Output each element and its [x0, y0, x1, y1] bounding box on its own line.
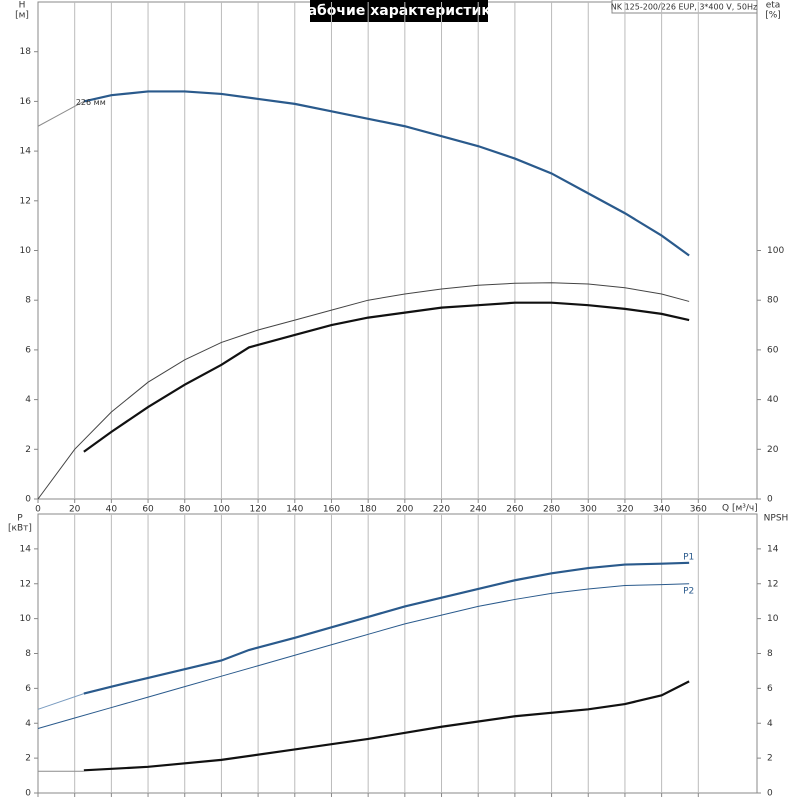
series-line [37, 282, 690, 500]
x-tick-label: 200 [396, 505, 413, 515]
x-tick-label: 260 [506, 505, 523, 515]
series-line [83, 561, 690, 695]
series-line [37, 693, 85, 710]
x-tick-label: 80 [179, 505, 191, 515]
x-tick-label: 100 [213, 505, 230, 515]
x-tick-label: 300 [580, 505, 597, 515]
y-tick-label: 8 [25, 296, 31, 306]
y2-tick-label: 8 [767, 649, 773, 659]
x-tick-label: 180 [360, 505, 377, 515]
x-tick-label: 220 [433, 505, 450, 515]
y2-tick-label: 0 [767, 789, 773, 799]
y2-tick-label: 60 [767, 345, 779, 355]
y-tick-label: 4 [25, 395, 31, 405]
x-tick-label: 160 [323, 505, 340, 515]
y2-tick-label: 10 [767, 614, 779, 624]
y2-axis-label: eta [766, 1, 781, 11]
x-tick-label: 360 [690, 505, 707, 515]
subtitle: NK 125-200/226 EUP, 3*400 V, 50Hz [611, 3, 757, 12]
x-tick-label: 60 [142, 505, 154, 515]
y2-tick-label: 100 [767, 246, 784, 256]
y2-tick-label: 6 [767, 684, 773, 694]
y-tick-label: 18 [20, 47, 32, 57]
y-tick-label: 12 [20, 196, 31, 206]
y-axis-unit: [кВт] [8, 524, 32, 534]
x-tick-label: 0 [35, 505, 41, 515]
plot-frame [37, 1, 758, 500]
y-tick-label: 12 [20, 579, 31, 589]
y-tick-label: 14 [20, 544, 32, 554]
y-axis-unit: [м] [15, 11, 29, 21]
y-tick-label: 0 [25, 495, 31, 505]
y2-tick-label: 12 [767, 579, 778, 589]
y2-tick-label: 4 [767, 719, 773, 729]
series-line [37, 583, 690, 729]
y-tick-label: 10 [20, 246, 32, 256]
series-line [83, 301, 690, 453]
plot-frame [37, 513, 758, 794]
y-tick-label: 2 [25, 445, 31, 455]
curve-annotation: 226 мм [76, 98, 106, 107]
y-tick-label: 16 [20, 97, 32, 107]
series-line [83, 90, 690, 257]
x-tick-label: 40 [106, 505, 118, 515]
y-tick-label: 6 [25, 684, 31, 694]
x-tick-label: 120 [250, 505, 267, 515]
y2-tick-label: 0 [767, 495, 773, 505]
x-axis-label: Q [м³/ч] [722, 504, 758, 514]
title-box [310, 0, 488, 22]
series-label: P1 [683, 552, 694, 562]
y2-tick-label: 80 [767, 296, 779, 306]
series-line [83, 680, 690, 772]
y-tick-label: 2 [25, 754, 31, 764]
y2-axis-label: NPSH [764, 514, 789, 524]
y-tick-label: 6 [25, 345, 31, 355]
subtitle-box [611, 0, 758, 14]
y2-tick-label: 14 [767, 544, 779, 554]
series-label: P2 [683, 586, 694, 596]
y-tick-label: 8 [25, 649, 31, 659]
x-tick-label: 140 [286, 505, 303, 515]
x-tick-label: 340 [653, 505, 670, 515]
y2-tick-label: 2 [767, 754, 773, 764]
y2-axis-unit: [%] [765, 11, 781, 21]
y-axis-label: H [19, 1, 26, 11]
series-line [37, 100, 85, 127]
x-tick-label: 240 [470, 505, 487, 515]
y-tick-label: 0 [25, 789, 31, 799]
x-tick-label: 280 [543, 505, 560, 515]
y2-tick-label: 40 [767, 395, 779, 405]
x-tick-label: 20 [69, 505, 81, 515]
y2-tick-label: 20 [767, 445, 779, 455]
y-tick-label: 14 [20, 147, 32, 157]
chart-title: Рабочие характеристики [297, 3, 500, 19]
x-tick-label: 320 [616, 505, 633, 515]
y-axis-label: P [17, 514, 23, 524]
y-tick-label: 4 [25, 719, 31, 729]
y-tick-label: 10 [20, 614, 32, 624]
